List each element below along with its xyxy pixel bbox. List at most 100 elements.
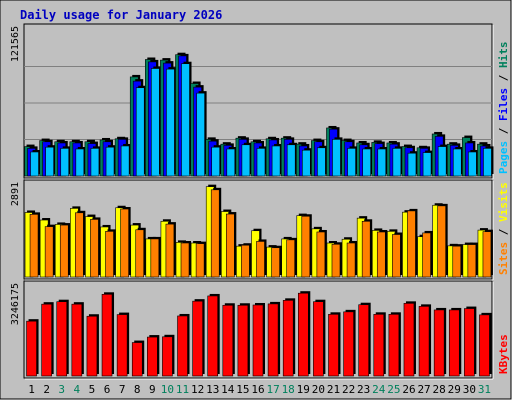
bar-sites-day-21-face (331, 243, 341, 278)
bar-kbytes-day-14 (222, 303, 235, 377)
bar-kbytes-day-25 (388, 312, 401, 377)
bar-pages-day-26-face (407, 152, 417, 177)
bar-sites-day-11 (180, 241, 192, 278)
bar-pages-day-22 (347, 146, 358, 177)
bar-sites-day-27-face (422, 232, 431, 278)
bar-pages-day-16 (256, 146, 267, 177)
bar-sites-day-20-face (316, 231, 326, 278)
axis-title-separator: / (497, 222, 510, 242)
bar-pages-day-8-face (135, 87, 145, 177)
bar-sites-day-30 (467, 242, 478, 278)
bar-kbytes-day-31-face (479, 314, 490, 377)
day-label-24: 24 (372, 383, 386, 396)
bar-kbytes-day-28 (433, 307, 447, 377)
bar-pages-day-28 (437, 144, 449, 177)
bar-sites-day-25-face (392, 234, 401, 278)
bar-sites-day-3-face (59, 224, 69, 278)
bar-sites-day-6 (105, 229, 116, 278)
bar-kbytes-day-20 (313, 299, 326, 377)
axis-title-separator: / (497, 121, 510, 141)
bar-sites-day-9 (150, 236, 161, 278)
bar-pages-day-31 (483, 146, 494, 177)
bar-pages-day-13-face (211, 146, 221, 177)
bar-kbytes-day-23-face (358, 304, 369, 377)
bar-pages-day-23-face (362, 148, 371, 177)
bar-kbytes-day-21-face (328, 314, 339, 377)
bar-pages-day-11 (181, 61, 192, 177)
bar-kbytes-day-21 (328, 312, 341, 377)
bar-pages-day-19-face (301, 149, 311, 177)
bar-kbytes-day-11 (177, 313, 190, 377)
bar-pages-day-12 (196, 91, 207, 177)
bar-sites-day-17-face (271, 247, 280, 278)
bar-pages-day-2-face (45, 146, 54, 177)
bar-pages-day-24-face (377, 148, 387, 177)
bar-sites-day-13-face (210, 189, 220, 278)
hits-files-pages-panel: 121565 Pages / Files / Hits (10, 23, 510, 180)
bar-pages-day-29 (452, 146, 464, 177)
bar-sites-day-28 (437, 203, 448, 278)
bar-pages-day-15 (241, 142, 252, 177)
bar-sites-day-11-face (180, 242, 190, 278)
bar-kbytes-day-5 (86, 314, 99, 377)
bar-pages-day-30-face (468, 151, 477, 177)
bar-sites-day-7 (120, 207, 131, 278)
bar-pages-day-20 (317, 145, 328, 177)
bar-sites-day-24 (376, 229, 388, 278)
bar-pages-day-14-face (226, 148, 236, 177)
kbytes-panel: 3246175 KBytes (10, 280, 510, 380)
bar-sites-day-8 (135, 227, 146, 278)
day-label-7: 7 (119, 383, 126, 396)
bar-sites-day-3 (59, 223, 71, 278)
bar-kbytes-day-20-face (313, 301, 324, 377)
bar-pages-day-18-face (286, 144, 296, 177)
day-label-20: 20 (312, 383, 325, 396)
day-label-29: 29 (448, 383, 461, 396)
day-label-12: 12 (191, 383, 204, 396)
y-max-label: 121565 (10, 26, 21, 62)
y-max-label: 3246175 (10, 283, 21, 325)
axis-title-kbytes: KBytes (497, 334, 510, 374)
bar-sites-day-16 (256, 239, 267, 278)
bar-pages-day-31-face (483, 148, 492, 177)
bar-pages-day-21 (332, 137, 343, 177)
day-label-16: 16 (251, 383, 264, 396)
day-label-3: 3 (58, 383, 65, 396)
bar-sites-day-2 (44, 224, 56, 278)
bar-kbytes-day-5-face (86, 315, 98, 377)
visits-sites-panel: 2891 Sites / Visits (10, 179, 510, 281)
bar-kbytes-day-19-face (297, 292, 309, 377)
bar-sites-day-14-face (226, 213, 235, 278)
bar-pages-day-19 (301, 148, 313, 177)
bar-sites-day-18 (286, 237, 297, 278)
bar-sites-day-29-face (452, 245, 462, 278)
bar-kbytes-day-4-face (71, 303, 83, 377)
bar-sites-day-27 (422, 230, 433, 278)
bar-sites-day-10-face (165, 223, 175, 278)
chart-title: Daily usage for January 2026 (20, 8, 222, 22)
day-label-28: 28 (433, 383, 446, 396)
bar-sites-day-4 (75, 210, 86, 278)
bar-pages-day-4 (75, 146, 86, 177)
bar-pages-day-26 (407, 151, 418, 177)
bar-sites-day-28-face (437, 205, 446, 278)
bar-pages-day-3 (60, 146, 71, 177)
right-axis-title: Pages / Files / Hits (497, 42, 510, 175)
bar-pages-day-16-face (256, 148, 266, 177)
day-label-30: 30 (463, 383, 476, 396)
bar-pages-day-9 (151, 66, 162, 177)
day-label-15: 15 (236, 383, 249, 396)
bar-kbytes-day-30-face (464, 308, 475, 377)
bar-kbytes-day-1-face (26, 320, 37, 377)
bar-pages-day-13 (211, 145, 222, 177)
bar-sites-day-19-face (301, 215, 311, 278)
bar-sites-day-20 (316, 229, 327, 278)
day-label-9: 9 (149, 383, 156, 396)
bar-sites-day-13 (210, 187, 222, 278)
bar-sites-day-5-face (90, 219, 99, 278)
bar-sites-day-15-face (241, 244, 250, 278)
bar-pages-day-1 (30, 149, 41, 177)
bar-pages-day-24 (377, 146, 388, 177)
axis-title-sites: Sites (497, 242, 510, 275)
